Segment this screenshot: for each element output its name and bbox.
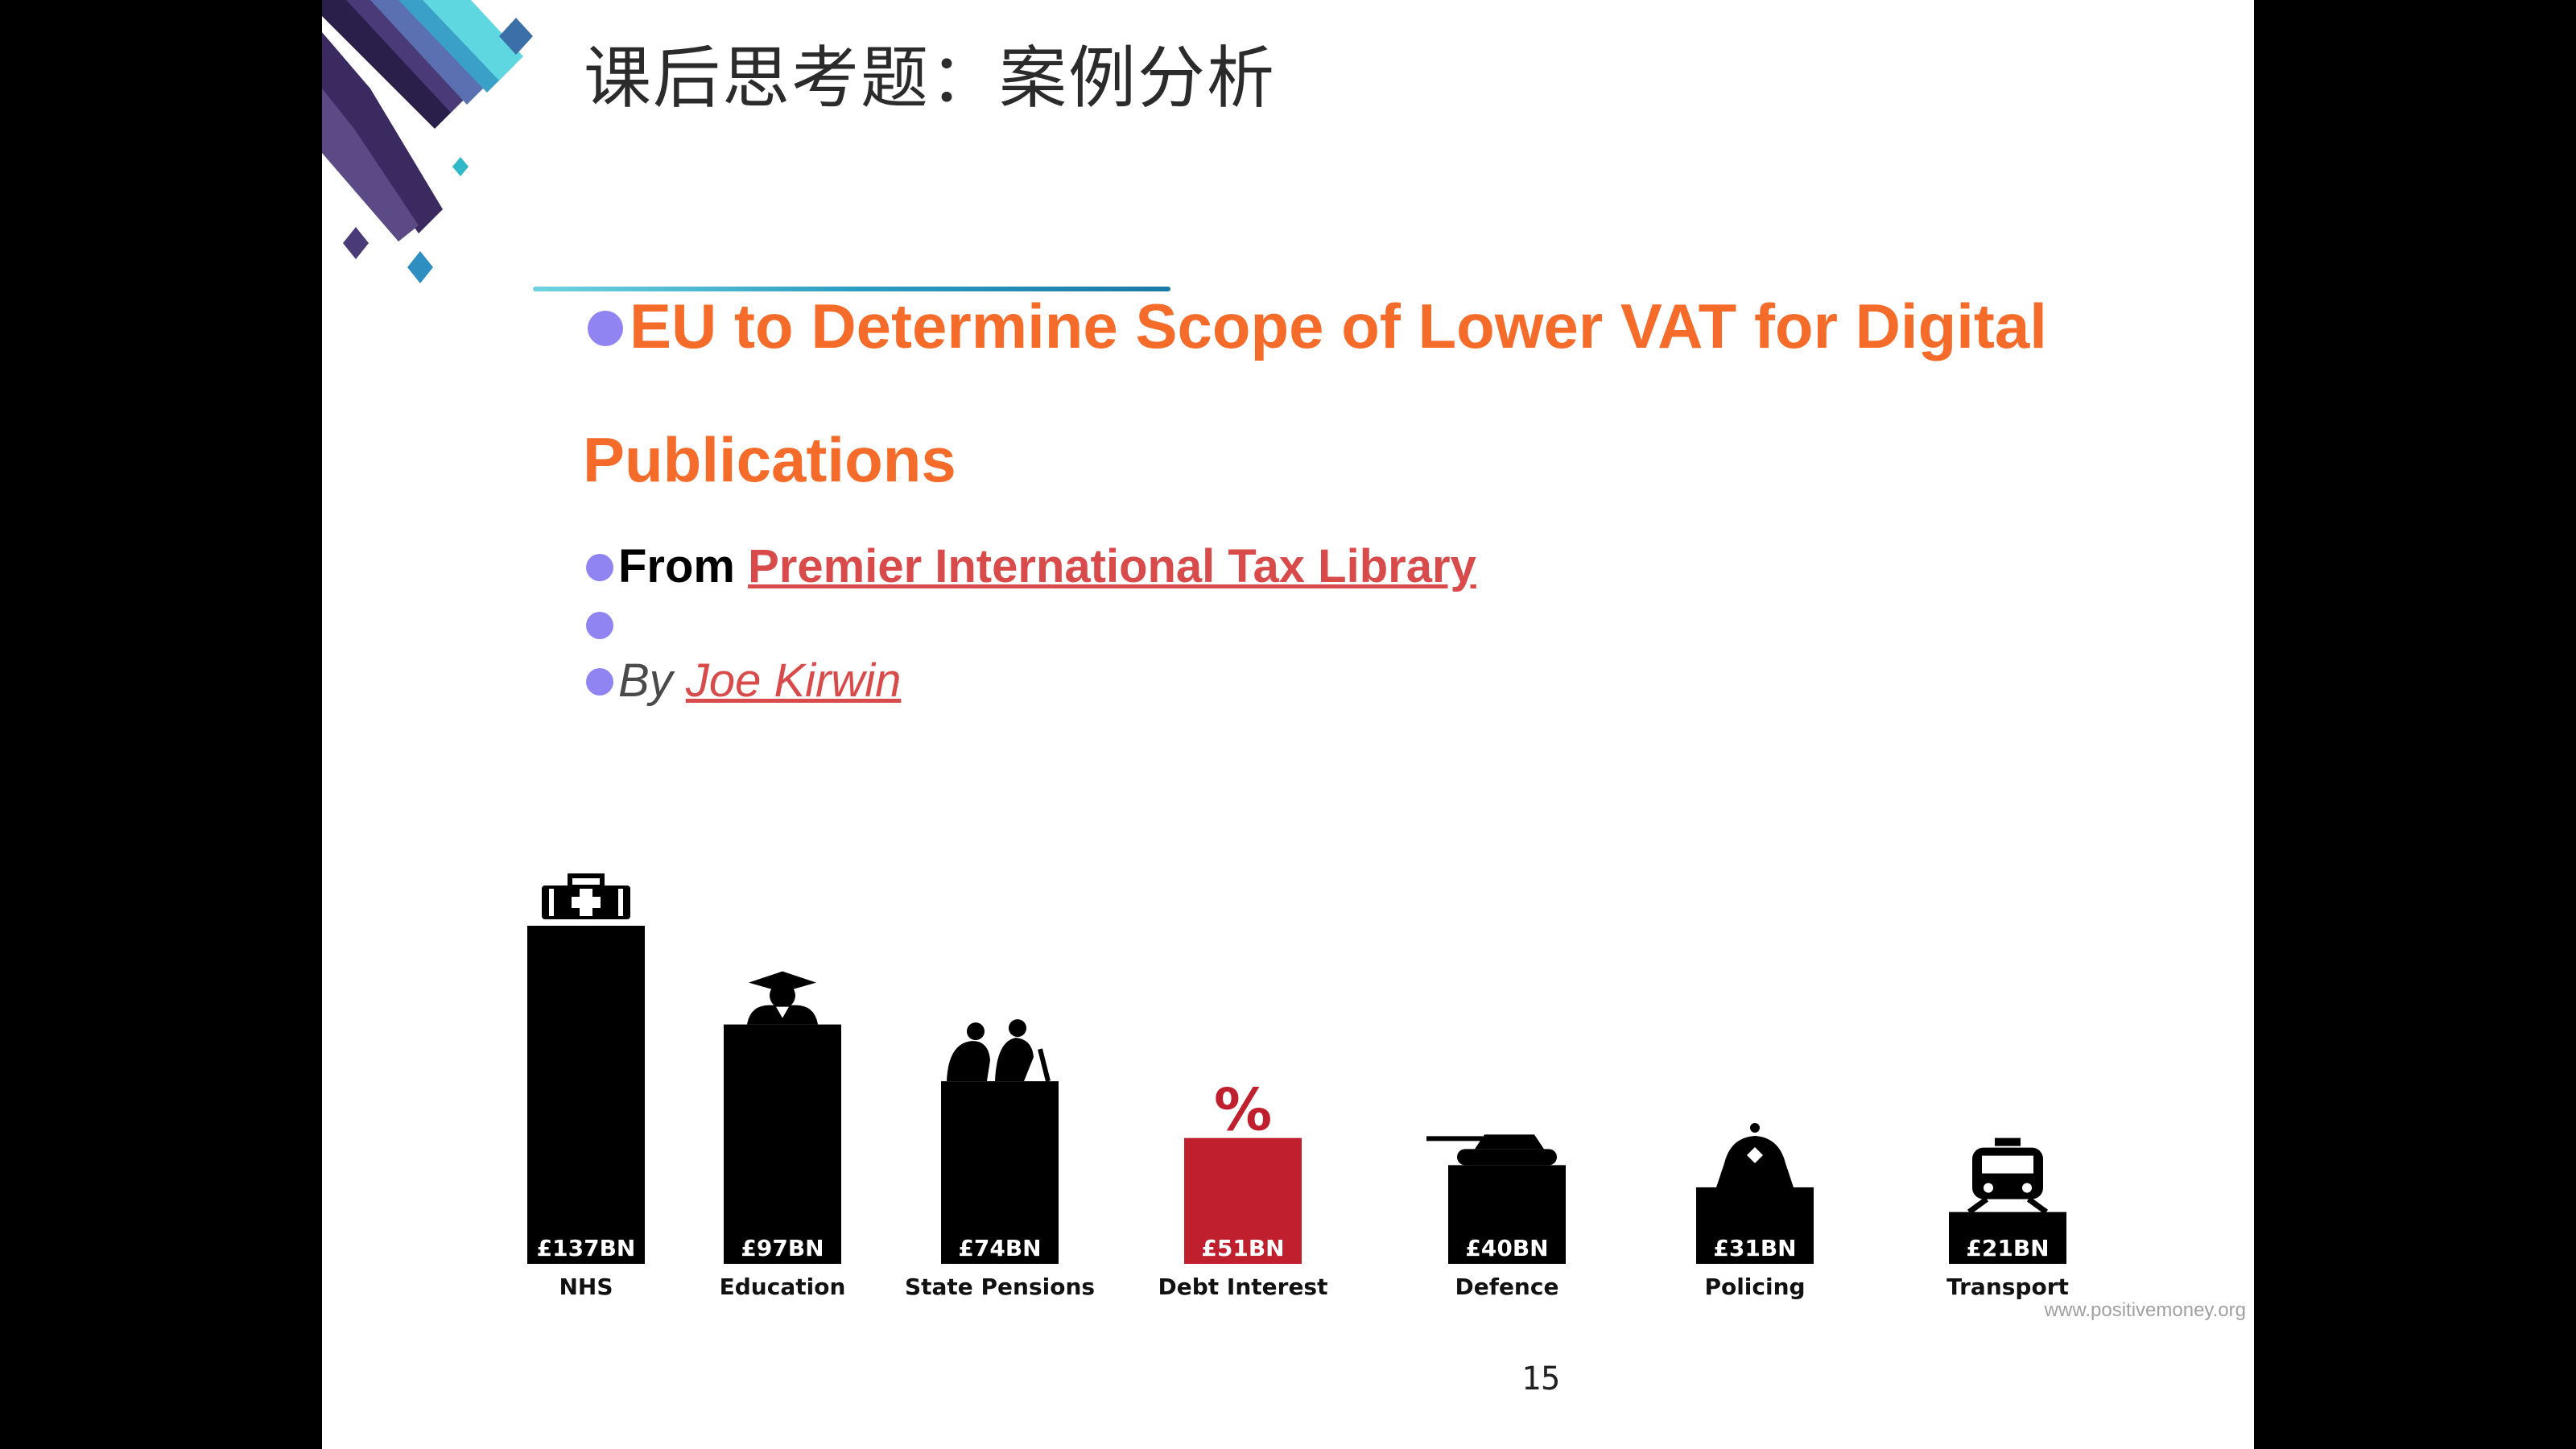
category-label: NHS	[559, 1274, 613, 1300]
bar	[1184, 1137, 1302, 1264]
category-label: State Pensions	[905, 1274, 1095, 1300]
bar-value-label: £97BN	[741, 1235, 824, 1261]
bar-value-label: £137BN	[537, 1235, 636, 1261]
bar-value-label: £51BN	[1201, 1235, 1284, 1261]
category-label: Education	[720, 1274, 846, 1300]
source-link[interactable]: Premier International Tax Library	[748, 540, 1476, 592]
category-label: Defence	[1455, 1274, 1559, 1300]
bullet-icon	[586, 668, 613, 696]
corner-decoration	[322, 0, 533, 283]
headline-line-1: EU to Determine Scope of Lower VAT for D…	[630, 291, 2047, 361]
by-label: By	[618, 654, 686, 707]
chart-bars: £137BN NHS £97BN Education £74BN State Pensio…	[527, 926, 2069, 1300]
title-underline	[533, 287, 1170, 291]
bullet-icon	[588, 311, 623, 346]
from-label: From	[618, 540, 749, 592]
diamond-icon	[407, 251, 433, 283]
police-helmet-icon	[1716, 1122, 1794, 1187]
diamond-icon	[343, 227, 369, 259]
headline-line-2: Publications	[583, 424, 956, 495]
svg-text:%: %	[1214, 1076, 1272, 1144]
stripe-decoration	[322, 0, 523, 242]
chart-icons: %	[542, 873, 2049, 1215]
slide-title: 课后思考题：案例分析	[584, 39, 1277, 118]
tank-icon	[1426, 1134, 1557, 1166]
train-icon	[1967, 1137, 2049, 1215]
author-link[interactable]: Joe Kirwin	[685, 654, 902, 707]
author-line: By Joe Kirwin	[618, 654, 901, 708]
category-label: Policing	[1704, 1274, 1805, 1300]
bullet-icon	[586, 554, 613, 581]
bullet-icon	[586, 612, 613, 639]
page-number: 15	[1521, 1360, 1561, 1397]
bar-value-label: £21BN	[1966, 1235, 2049, 1261]
bar-value-label: £40BN	[1465, 1235, 1548, 1261]
bar	[941, 1081, 1059, 1264]
elderly-couple-icon	[947, 1019, 1051, 1082]
bar	[1696, 1187, 1814, 1264]
category-label: Transport	[1946, 1274, 2069, 1300]
bar	[1949, 1212, 2066, 1264]
bar	[724, 1024, 841, 1264]
diamond-icon	[499, 18, 533, 55]
chart-source-label: www.positivemoney.org	[2044, 1299, 2246, 1321]
percent-icon: %	[1214, 1076, 1272, 1144]
bar-value-label: £31BN	[1713, 1235, 1796, 1261]
bar	[527, 926, 645, 1264]
source-line: From Premier International Tax Library	[618, 539, 1476, 593]
first-aid-kit-icon	[542, 873, 630, 919]
spending-bar-chart: £137BN NHS £97BN Education £74BN State Pensio…	[527, 873, 2246, 1321]
bar-value-label: £74BN	[958, 1235, 1041, 1261]
slide: 课后思考题：案例分析 EU to Determine Scope of Lowe…	[322, 0, 2254, 1449]
graduate-icon	[747, 971, 818, 1025]
category-label: Debt Interest	[1158, 1274, 1328, 1300]
diamond-icon	[452, 157, 469, 176]
bar	[1448, 1165, 1566, 1264]
